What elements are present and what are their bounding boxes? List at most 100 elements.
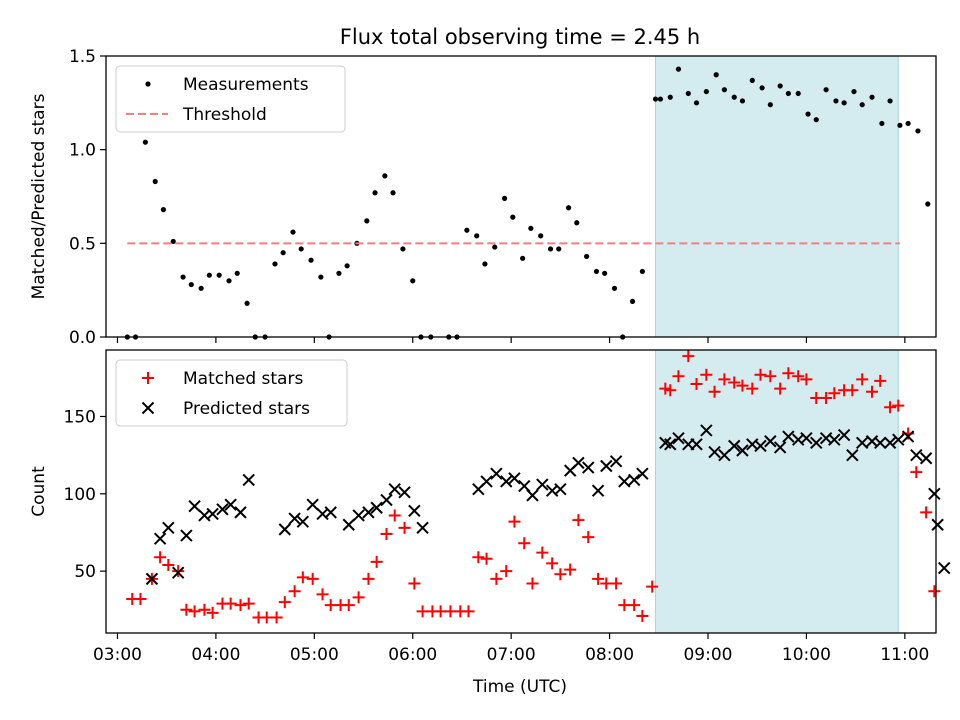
measurements-point [170,238,176,245]
matched-stars-point [270,611,283,624]
measurements-point [667,94,673,100]
matched-stars-point [370,555,383,568]
matched-stars-point [154,551,167,564]
measurements-point [142,139,148,145]
legend: Matched stars Predicted stars [115,359,348,427]
measurements-point [510,214,516,220]
matched-stars-point [172,565,185,578]
measurements-point [547,246,554,252]
matched-stars-point [472,551,485,564]
predicted-stars-point [810,436,823,449]
measurements-point [565,205,572,211]
matched-stars-point [856,373,869,386]
measurements-point [675,66,682,72]
predicted-stars-point [242,473,255,487]
measurements-point [382,173,388,179]
matched-stars-point [408,577,421,590]
matched-stars-point [928,585,941,598]
measurements-point [795,90,801,97]
predicted-stars-point [892,433,905,446]
predicted-stars-point [937,561,951,575]
matched-stars-point [480,552,493,565]
predicted-stars-point [480,475,493,488]
predicted-stars-point [296,515,310,528]
matched-stars-point [500,565,513,578]
matched-stars-point [536,546,549,559]
matched-stars-point [708,385,721,398]
predicted-stars-point [600,459,613,473]
predicted-stars-point [782,430,795,443]
measurements-point [851,88,857,95]
measurements-point [410,278,416,284]
matched-stars-point [316,588,329,601]
measurements-point [739,98,746,104]
predicted-stars-point [508,472,521,485]
measurements-point [474,233,480,239]
chart-title: Flux total observing time = 2.45 h [340,25,700,49]
measurements-point [693,100,700,106]
measurements-point [372,190,378,196]
observing-window-span [655,55,899,338]
legend-predicted-stars-label: Predicted stars [183,399,310,419]
predicted-stars-point [278,523,292,536]
predicted-stars-point [664,438,677,451]
measurements-point [272,261,278,267]
predicted-stars-point [700,424,713,437]
axes-frame [105,55,937,338]
predicted-stars-point [352,509,365,522]
measurements-point [556,246,562,252]
matched-stars-point [828,387,841,400]
measurements-point [482,261,488,267]
matched-stars-point [180,603,193,616]
legend: Measurements Threshold [115,65,346,133]
predicted-stars-point [526,489,539,502]
predicted-stars-point [370,501,383,514]
x-tick-label: 09:00 [683,645,732,665]
predicted-stars-point [288,512,301,525]
measurements-point [160,207,167,213]
measurements-point [364,218,370,224]
predicted-stars-point [216,503,229,516]
y-tick-label: 0.5 [69,234,96,254]
measurements-point [905,120,911,127]
predicted-stars-point [837,428,851,442]
predicted-stars-point [145,572,159,586]
x-tick-label: 10:00 [782,645,831,665]
predicted-stars-point [773,441,787,454]
predicted-stars-point [764,435,777,448]
predicted-stars-point [728,439,741,453]
x-tick-label: 07:00 [487,645,536,665]
observing-window-span [655,349,899,634]
matched-stars-point [242,597,255,610]
matched-stars-point [884,401,897,414]
predicted-stars-point [324,506,337,519]
measurements-point [390,190,396,196]
predicted-stars-point [919,452,933,465]
measurements-point [685,90,691,97]
predicted-stars-point [846,448,859,462]
matched-stars-point [134,592,147,605]
measurements-point [652,96,659,102]
x-tick-label: 06:00 [388,645,437,665]
measurements-point [336,270,342,276]
predicted-stars-point [171,566,185,579]
matched-stars-point [342,599,355,612]
predicted-stars-point [910,448,923,462]
predicted-stars-point [342,518,355,531]
matched-stars-point [508,515,521,528]
measurements-point [344,263,350,269]
matched-stars-point [572,514,585,527]
predicted-stars-point [380,493,393,507]
predicted-stars-point [188,499,201,513]
x-tick-label: 05:00 [290,645,339,665]
matched-stars-point [728,376,741,389]
matched-stars-point [664,384,677,397]
matched-stars-point [564,563,577,576]
measurements-point [657,96,664,102]
measurements-point [464,227,470,233]
measurements-point [234,270,240,276]
matched-stars-point [646,580,659,593]
matched-stars-point [792,370,805,383]
y-tick-label: 0.0 [69,328,96,348]
